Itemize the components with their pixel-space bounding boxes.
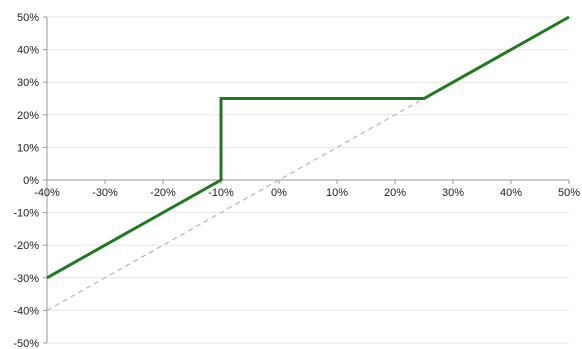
x-tick-label-5: 10% <box>326 187 348 199</box>
x-tick-label-9: 50% <box>558 187 580 199</box>
x-tick-label-2: -20% <box>150 187 176 199</box>
y-tick-labels: -50% -40% -30% -20% -10% 0% 10% 20% 30% 40% 50% <box>13 12 39 349</box>
reference-line-dashed <box>46 97 425 311</box>
x-tick-label-7: 30% <box>442 187 464 199</box>
x-tick-label-1: -30% <box>92 187 118 199</box>
y-tick-label-3: -20% <box>13 240 39 252</box>
payoff-line-solid <box>46 15 570 280</box>
x-tick-label-3: -10% <box>208 187 234 199</box>
y-tick-label-10: 50% <box>17 12 39 24</box>
y-tick-label-6: 10% <box>17 142 39 154</box>
x-tick-label-4: 0% <box>271 187 287 199</box>
y-tick-label-2: -30% <box>13 273 39 285</box>
y-tick-label-4: -10% <box>13 208 39 220</box>
series-lines <box>46 15 570 311</box>
y-tick-label-0: -50% <box>13 338 39 349</box>
y-tick-label-1: -40% <box>13 305 39 317</box>
y-tick-label-5: 0% <box>23 175 39 187</box>
y-tick-label-7: 20% <box>17 110 39 122</box>
y-tick-label-9: 40% <box>17 45 39 57</box>
x-tick-labels: -40% -30% -20% -10% 0% 10% 20% 30% 40% 50% <box>34 187 580 199</box>
grid-lines <box>47 16 569 344</box>
y-tick-label-8: 30% <box>17 77 39 89</box>
x-tick-label-0: -40% <box>34 187 60 199</box>
x-tick-label-8: 40% <box>500 187 522 199</box>
x-tick-label-6: 20% <box>384 187 406 199</box>
axes <box>43 16 570 344</box>
